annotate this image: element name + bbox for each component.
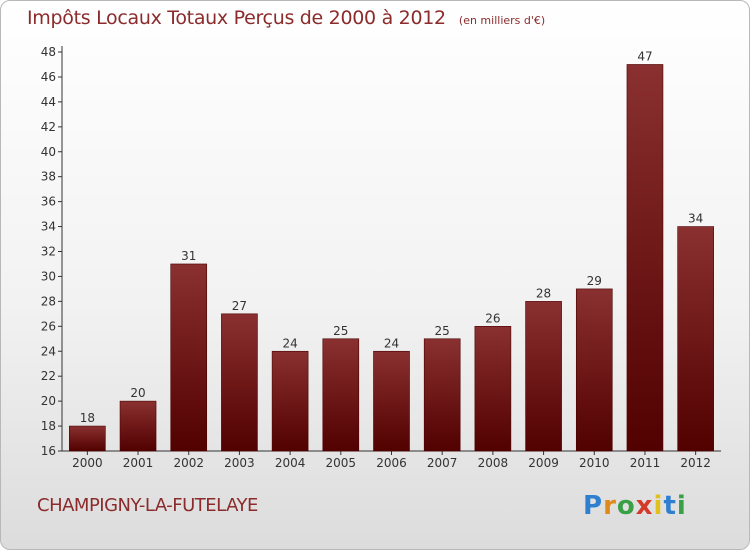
bar (119, 400, 157, 452)
bar-value-label: 24 (384, 336, 399, 350)
y-tick-label: 30 (41, 269, 56, 283)
bar (525, 301, 562, 452)
brand-logo: Proxiti (583, 491, 687, 521)
y-tick-label: 48 (41, 45, 56, 59)
y-tick-label: 20 (41, 394, 56, 408)
bar-value-label: 31 (181, 249, 196, 263)
x-tick-label: 2008 (478, 456, 509, 470)
y-tick-label: 26 (41, 319, 56, 333)
x-tick-label: 2011 (630, 456, 661, 470)
bar (271, 350, 309, 452)
brand-letter: P (583, 491, 604, 521)
x-tick-label: 2004 (275, 456, 306, 470)
y-tick-label: 38 (41, 170, 56, 184)
brand-letter: i (653, 491, 664, 521)
chart-subtitle: (en milliers d'€) (458, 14, 546, 27)
bar (69, 425, 106, 452)
x-tick-label: 2010 (579, 456, 610, 470)
x-tick-label: 2002 (173, 456, 204, 470)
bar (373, 350, 410, 452)
bar-value-label: 25 (333, 324, 348, 338)
y-tick-label: 44 (41, 95, 56, 109)
bars-group: 18 20 31 27 24 25 24 25 26 28 29 47 34 (69, 49, 714, 452)
bar-value-label: 18 (80, 411, 95, 425)
y-tick-label: 16 (41, 444, 56, 458)
x-tick-label: 2009 (528, 456, 559, 470)
y-tick-label: 18 (41, 419, 56, 433)
bar-value-label: 26 (485, 311, 500, 325)
y-tick-label: 24 (41, 344, 56, 358)
y-tick-label: 22 (41, 369, 56, 383)
brand-letter: r (603, 491, 617, 521)
y-tick-label: 34 (41, 220, 56, 234)
bar-value-label: 27 (232, 299, 247, 313)
title-row: Impôts Locaux Totaux Perçus de 2000 à 20… (27, 7, 545, 29)
brand-letter: x (635, 491, 654, 521)
x-tick-label: 2003 (224, 456, 255, 470)
x-tick-label: 2000 (72, 456, 103, 470)
x-tick-label: 2006 (376, 456, 407, 470)
bar (322, 338, 360, 452)
y-tick-label: 32 (41, 245, 56, 259)
bar (626, 64, 664, 452)
brand-letter: i (676, 491, 687, 521)
bar-value-label: 28 (536, 286, 551, 300)
y-tick-label: 36 (41, 195, 56, 209)
bar-value-label: 34 (688, 212, 703, 226)
bar (221, 313, 258, 452)
bar (170, 263, 208, 452)
bar-value-label: 25 (435, 324, 450, 338)
y-tick-label: 28 (41, 294, 56, 308)
y-tick-label: 40 (41, 145, 56, 159)
y-tick-label: 46 (41, 70, 56, 84)
x-tick-label: 2001 (123, 456, 154, 470)
bar-value-label: 47 (637, 49, 652, 63)
bar-value-label: 24 (282, 336, 297, 350)
x-tick-label: 2012 (680, 456, 711, 470)
bar-value-label: 20 (130, 386, 145, 400)
x-tick-label: 2007 (427, 456, 458, 470)
bar (677, 226, 714, 452)
bar (474, 326, 512, 452)
brand-letter: t (663, 491, 677, 521)
bar-value-label: 29 (587, 274, 602, 288)
chart-title: Impôts Locaux Totaux Perçus de 2000 à 20… (27, 7, 446, 29)
y-tick-label: 42 (41, 120, 56, 134)
place-name: CHAMPIGNY-LA-FUTELAYE (37, 495, 258, 516)
bar (423, 338, 461, 452)
brand-letter: o (616, 491, 636, 521)
bar (575, 288, 613, 452)
x-tick-label: 2005 (326, 456, 357, 470)
